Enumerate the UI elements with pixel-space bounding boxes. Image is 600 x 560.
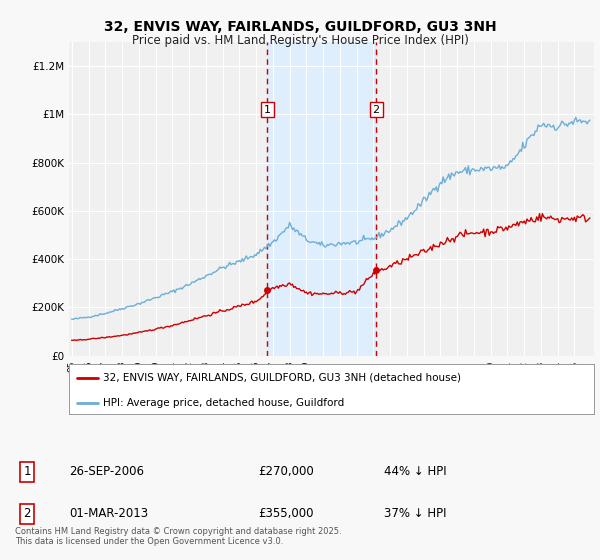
Text: 26-SEP-2006: 26-SEP-2006 bbox=[69, 465, 144, 478]
Text: £355,000: £355,000 bbox=[258, 507, 314, 520]
Text: 32, ENVIS WAY, FAIRLANDS, GUILDFORD, GU3 3NH: 32, ENVIS WAY, FAIRLANDS, GUILDFORD, GU3… bbox=[104, 20, 496, 34]
Text: £270,000: £270,000 bbox=[258, 465, 314, 478]
Bar bbox=[267, 42, 376, 356]
Text: 1: 1 bbox=[264, 105, 271, 115]
Text: 01-MAR-2013: 01-MAR-2013 bbox=[69, 507, 148, 520]
Text: HPI: Average price, detached house, Guildford: HPI: Average price, detached house, Guil… bbox=[103, 398, 344, 408]
Text: 32, ENVIS WAY, FAIRLANDS, GUILDFORD, GU3 3NH (detached house): 32, ENVIS WAY, FAIRLANDS, GUILDFORD, GU3… bbox=[103, 372, 461, 382]
Text: 37% ↓ HPI: 37% ↓ HPI bbox=[384, 507, 446, 520]
Text: 44% ↓ HPI: 44% ↓ HPI bbox=[384, 465, 446, 478]
Text: 2: 2 bbox=[373, 105, 380, 115]
Text: 2: 2 bbox=[23, 507, 31, 520]
Text: Price paid vs. HM Land Registry's House Price Index (HPI): Price paid vs. HM Land Registry's House … bbox=[131, 34, 469, 46]
Text: Contains HM Land Registry data © Crown copyright and database right 2025.
This d: Contains HM Land Registry data © Crown c… bbox=[15, 526, 341, 546]
Text: 1: 1 bbox=[23, 465, 31, 478]
